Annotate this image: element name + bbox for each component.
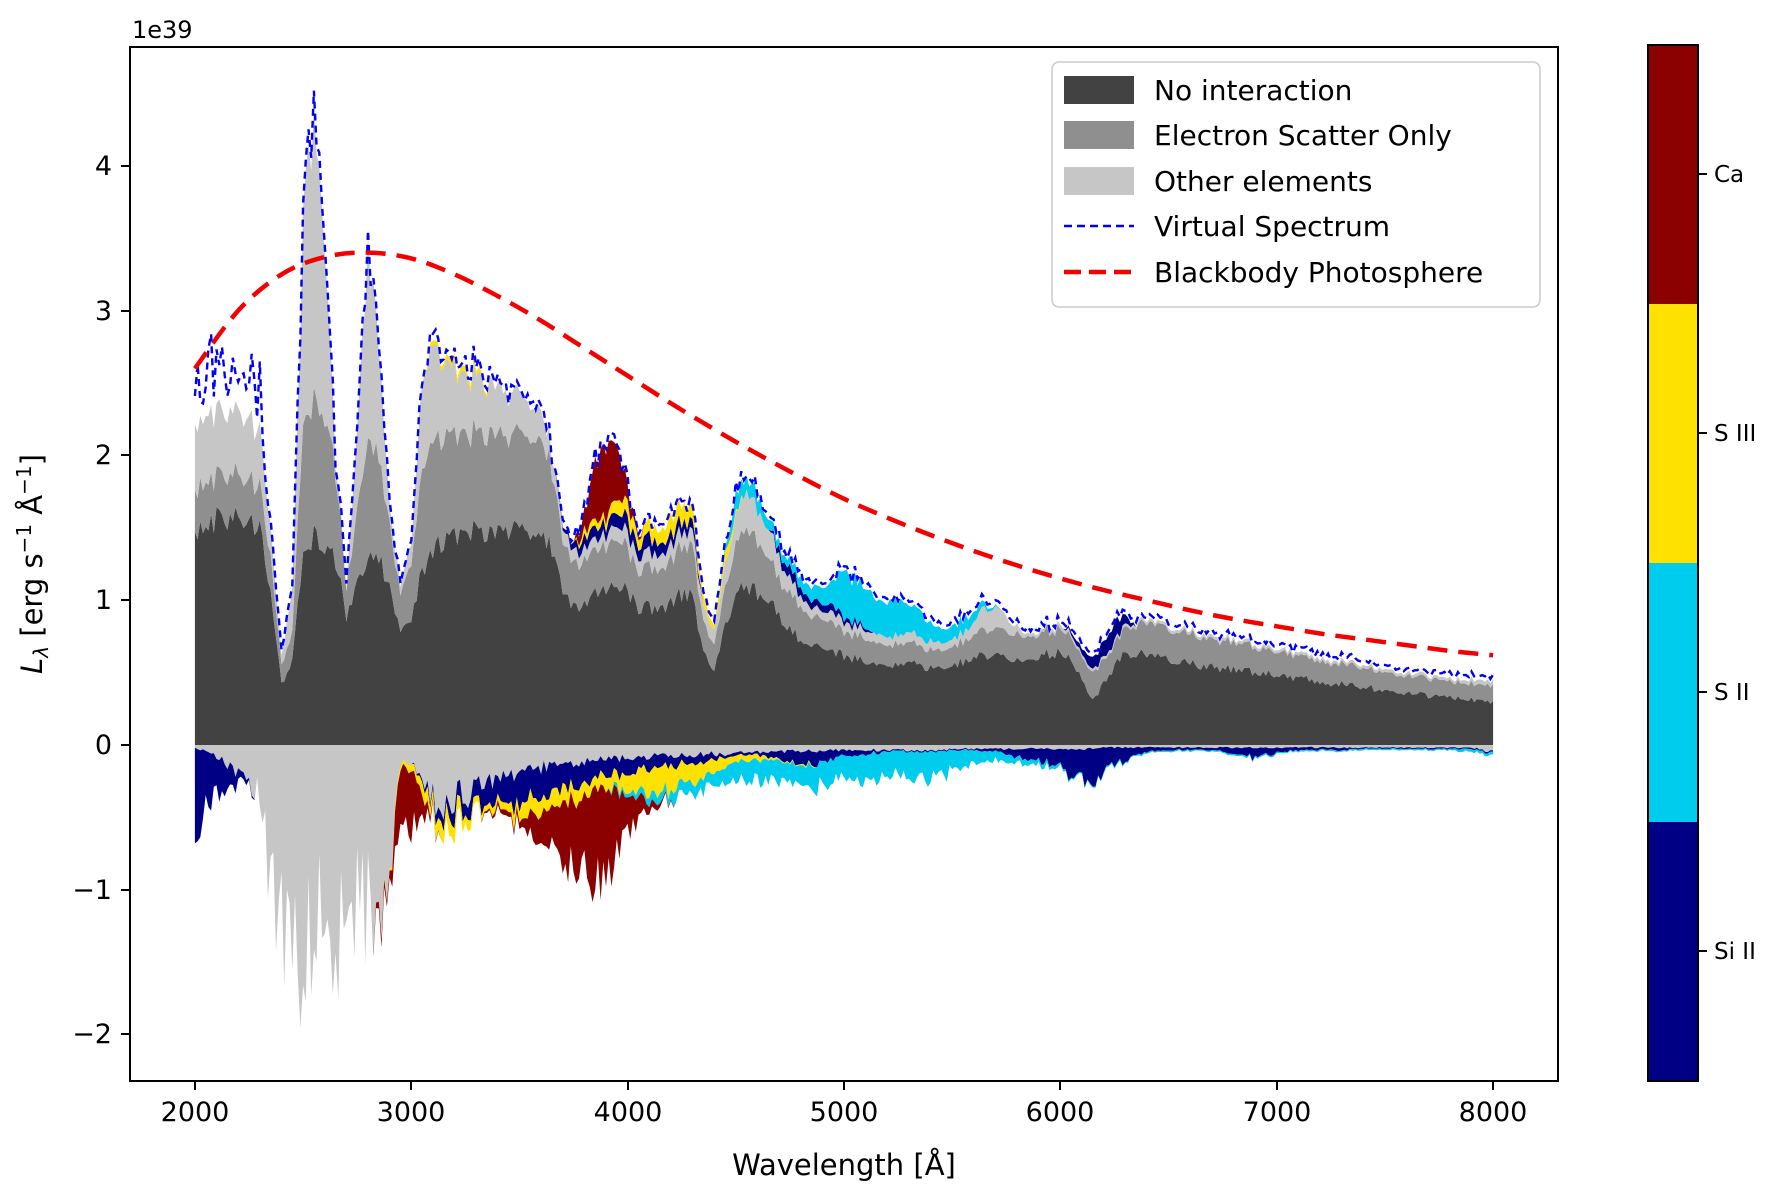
legend-label: No interaction: [1154, 74, 1352, 107]
legend-swatch-no-interaction: [1064, 76, 1134, 104]
x-tick-labels: 2000 3000 4000 5000 6000 7000 8000: [161, 1097, 1528, 1128]
colorbar-label-siii: S III: [1714, 421, 1756, 447]
y-tick-labels: 4 3 2 1 0 −1 −2: [72, 151, 112, 1050]
colorbar-label-ca: Ca: [1714, 162, 1744, 188]
spectrum-series-group: [193, 90, 1495, 1028]
legend-label: Other elements: [1154, 165, 1372, 198]
legend-swatch-other-elements: [1064, 167, 1134, 195]
x-tick-label: 3000: [377, 1097, 446, 1128]
emission-layer-other: [194, 104, 1494, 688]
x-tick-label: 8000: [1459, 1097, 1528, 1128]
legend: No interaction Electron Scatter Only Oth…: [1051, 61, 1541, 308]
legend-label: Virtual Spectrum: [1154, 210, 1390, 243]
legend-label: Electron Scatter Only: [1154, 119, 1452, 152]
legend-box: [1051, 61, 1541, 308]
y-axis-offset-label: 1e39: [132, 16, 193, 44]
y-tick-label: 4: [95, 151, 112, 182]
legend-item-no-interaction: No interaction: [1064, 74, 1352, 107]
virtual-spectrum-line: [193, 90, 1495, 682]
y-tick-label: 0: [95, 730, 112, 761]
x-tick-label: 2000: [161, 1097, 230, 1128]
legend-item-blackbody: Blackbody Photosphere: [1064, 256, 1483, 289]
y-axis: [121, 165, 130, 1035]
legend-item-other-elements: Other elements: [1064, 165, 1372, 198]
absorption-layer-s-iii: [194, 747, 1494, 1028]
y-tick-label: 1: [95, 585, 112, 616]
y-tick-label: −1: [72, 875, 112, 906]
element-colorbar: Ca S III S II Si II: [1647, 44, 1756, 1082]
colorbar-segment-siii: [1648, 304, 1698, 563]
y-axis-title: Lλ [erg s−1 Å−1]: [12, 454, 53, 674]
x-tick-label: 4000: [594, 1097, 663, 1128]
x-axis-title: Wavelength [Å]: [732, 1148, 956, 1182]
colorbar-border: [1647, 44, 1699, 1082]
colorbar-segment-siii2: [1648, 822, 1698, 1081]
colorbar-ticks: [1698, 173, 1707, 952]
y-tick-label: 3: [95, 296, 112, 327]
colorbar-label-sii: S II: [1714, 680, 1749, 706]
colorbar-segment-sii: [1648, 563, 1698, 822]
emission-layer-e-scatter: [194, 387, 1494, 704]
colorbar-segment-ca: [1648, 45, 1698, 304]
x-tick-label: 6000: [1026, 1097, 1095, 1128]
colorbar-label-siii2: Si II: [1714, 939, 1756, 965]
legend-label: Blackbody Photosphere: [1154, 256, 1483, 289]
x-tick-label: 5000: [810, 1097, 879, 1128]
legend-item-electron-scatter: Electron Scatter Only: [1064, 119, 1452, 152]
legend-swatch-electron-scatter: [1064, 121, 1134, 149]
emission-layer-no-interaction: [194, 507, 1494, 745]
x-tick-label: 7000: [1243, 1097, 1312, 1128]
y-tick-label: −2: [72, 1019, 112, 1050]
absorption-layer-other: [194, 745, 1494, 1028]
blackbody-photosphere-line: [193, 250, 1494, 658]
legend-item-virtual-spectrum: Virtual Spectrum: [1064, 210, 1390, 243]
y-tick-label: 2: [95, 440, 112, 471]
x-axis: [194, 1081, 1494, 1090]
